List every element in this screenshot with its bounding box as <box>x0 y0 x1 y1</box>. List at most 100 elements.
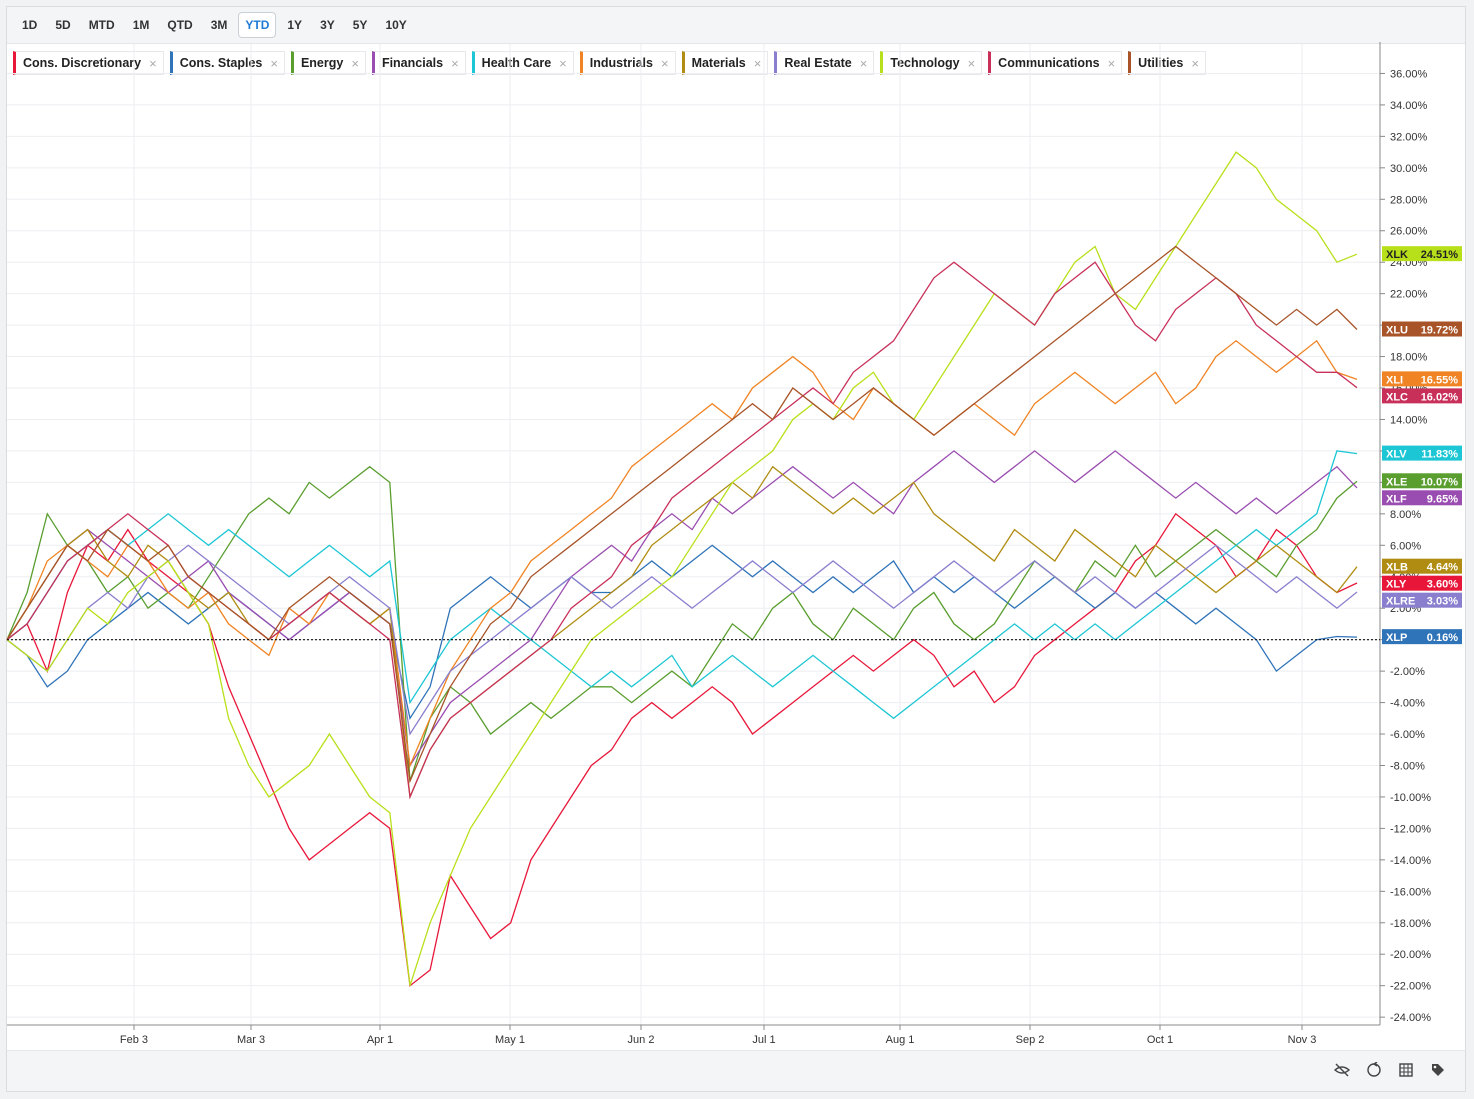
y-tick-label: 28.00% <box>1390 194 1428 206</box>
remove-series-icon[interactable]: × <box>149 55 157 71</box>
badge-ticker: XLB <box>1386 562 1408 574</box>
legend-chip[interactable]: Materials × <box>681 51 769 75</box>
legend-chip[interactable]: Communications × <box>988 51 1123 75</box>
series-line-xle <box>6 465 1358 782</box>
badge-background <box>1382 592 1462 608</box>
y-tick-label: -10.00% <box>1390 792 1431 804</box>
badge-background <box>1382 558 1462 574</box>
end-value-badge: XLB 4.64% <box>1382 558 1462 574</box>
end-value-badge: XLI 16.55% <box>1382 371 1462 387</box>
range-button-mtd[interactable]: MTD <box>88 18 115 32</box>
legend-chip[interactable]: Real Estate × <box>774 51 875 75</box>
remove-series-icon[interactable]: × <box>270 55 278 71</box>
legend-chip[interactable]: Health Care × <box>471 51 574 75</box>
badge-background <box>1382 321 1462 337</box>
badge-value: 16.55% <box>1421 374 1459 386</box>
badge-ticker: XLF <box>1386 493 1407 505</box>
table-icon[interactable] <box>1397 1061 1415 1079</box>
remove-series-icon[interactable]: × <box>1191 55 1199 71</box>
end-value-badge: XLU 19.72% <box>1382 321 1462 337</box>
reset-zoom-icon[interactable] <box>1365 1061 1383 1079</box>
range-button-5y[interactable]: 5Y <box>352 18 368 32</box>
legend-label: Real Estate <box>784 56 852 70</box>
remove-series-icon[interactable]: × <box>753 55 762 71</box>
badge-background <box>1382 246 1462 262</box>
remove-series-icon[interactable]: × <box>1107 55 1116 71</box>
badge-value: 0.16% <box>1427 632 1458 644</box>
legend-chip[interactable]: Financials × <box>371 51 466 75</box>
range-button-qtd[interactable]: QTD <box>167 18 193 32</box>
y-tick-label: -22.00% <box>1390 981 1431 993</box>
y-tick-label: -8.00% <box>1390 760 1425 772</box>
legend-chip[interactable]: Cons. Discretionary × <box>13 51 164 75</box>
badge-background <box>1382 629 1462 645</box>
legend-label: Materials <box>691 56 746 70</box>
y-tick-label: 18.00% <box>1390 352 1428 364</box>
tag-icon[interactable] <box>1429 1061 1447 1079</box>
y-tick-label: 6.00% <box>1390 540 1421 552</box>
series-line-xlp <box>6 544 1358 720</box>
badge-value: 9.65% <box>1427 493 1458 505</box>
x-tick-label: Oct 1 <box>1147 1034 1173 1046</box>
badge-value: 10.07% <box>1421 476 1459 488</box>
legend-label: Utilities <box>1138 56 1184 70</box>
legend-chip[interactable]: Energy × <box>290 51 366 75</box>
series-line-xlu <box>6 245 1358 784</box>
remove-series-icon[interactable]: × <box>559 55 567 71</box>
series-line-xlb <box>6 465 1358 800</box>
legend-label: Communications <box>998 56 1100 70</box>
badge-background <box>1382 473 1462 489</box>
x-tick-label: Sep 2 <box>1016 1034 1045 1046</box>
x-tick-label: May 1 <box>495 1034 525 1046</box>
legend-label: Health Care <box>481 56 552 70</box>
hide-icon[interactable] <box>1333 1061 1351 1079</box>
range-button-1y[interactable]: 1Y <box>287 18 303 32</box>
end-value-badge: XLRE 3.03% <box>1382 592 1462 608</box>
y-tick-label: 32.00% <box>1390 131 1428 143</box>
end-value-badge: XLP 0.16% <box>1382 629 1462 645</box>
legend-label: Energy <box>300 56 344 70</box>
y-tick-label: -16.00% <box>1390 886 1431 898</box>
legend-chip[interactable]: Cons. Staples × <box>169 51 285 75</box>
range-button-1m[interactable]: 1M <box>132 18 150 32</box>
series-line-xlk <box>6 151 1358 986</box>
end-value-badge: XLY 3.60% <box>1382 575 1462 591</box>
remove-series-icon[interactable]: × <box>967 55 976 71</box>
remove-series-icon[interactable]: × <box>451 55 459 71</box>
legend-label: Financials <box>381 56 444 70</box>
range-button-5d[interactable]: 5D <box>55 18 71 32</box>
badge-ticker: XLP <box>1386 632 1407 644</box>
y-tick-label: -4.00% <box>1390 698 1425 710</box>
badge-value: 4.64% <box>1427 562 1458 574</box>
range-button-10y[interactable]: 10Y <box>385 18 407 32</box>
series-line-xlre <box>6 544 1358 736</box>
range-toolbar: 1D 5D MTD 1M QTD 3M YTD 1Y 3Y 5Y 10Y <box>7 7 1465 44</box>
x-tick-label: Apr 1 <box>367 1034 393 1046</box>
badge-background <box>1382 575 1462 591</box>
y-tick-label: -6.00% <box>1390 729 1425 741</box>
tool-icons <box>1333 1061 1447 1079</box>
y-tick-label: -18.00% <box>1390 918 1431 930</box>
badge-value: 24.51% <box>1421 249 1459 261</box>
remove-series-icon[interactable]: × <box>351 55 359 71</box>
legend-chip[interactable]: Technology × <box>880 51 983 75</box>
range-button-3y[interactable]: 3Y <box>320 18 335 32</box>
range-buttons: 1D 5D MTD 1M QTD 3M YTD 1Y 3Y 5Y 10Y <box>15 12 414 38</box>
y-tick-label: -12.00% <box>1390 823 1431 835</box>
remove-series-icon[interactable]: × <box>859 55 868 71</box>
badge-background <box>1382 371 1462 387</box>
remove-series-icon[interactable]: × <box>660 55 669 71</box>
badge-value: 3.03% <box>1427 596 1458 608</box>
y-tick-label: 14.00% <box>1390 414 1428 426</box>
legend-chip[interactable]: Utilities × <box>1128 51 1206 75</box>
badge-ticker: XLC <box>1386 391 1408 403</box>
range-button-ytd[interactable]: YTD <box>238 12 277 38</box>
legend-chip[interactable]: Industrials × <box>579 51 676 75</box>
y-tick-label: 34.00% <box>1390 100 1428 112</box>
x-tick-label: Nov 3 <box>1288 1034 1317 1046</box>
series-line-xlc <box>6 261 1358 800</box>
range-button-1d[interactable]: 1D <box>22 18 38 32</box>
legend-label: Technology <box>890 56 960 70</box>
range-button-3m[interactable]: 3M <box>210 18 228 32</box>
